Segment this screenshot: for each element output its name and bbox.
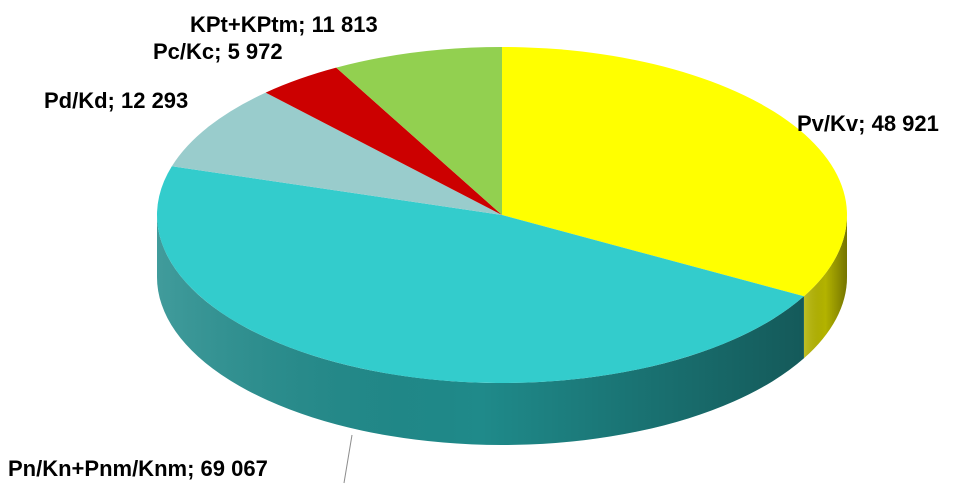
pie-slice-kpt-kptm[interactable] — [336, 47, 502, 215]
slice-label-pv-kv: Pv/Kv; 48 921 — [797, 111, 939, 136]
pie-slice-pd-kd[interactable] — [171, 92, 503, 215]
slice-labels: Pv/Kv; 48 921 Pn/Kn+Pnm/Knm; 69 067 Pd/Kd;… — [8, 12, 939, 481]
pie-side-shade-pn-kn-pnm-knm — [157, 215, 804, 445]
pie-slice-pv-kv[interactable] — [502, 47, 847, 297]
slice-label-pc-kc: Pc/Kc; 5 972 — [153, 39, 283, 64]
slice-label-pd-kd: Pd/Kd; 12 293 — [44, 88, 188, 113]
slice-label-kpt-kptm: KPt+KPtm; 11 813 — [190, 12, 378, 37]
leader-lines — [343, 434, 353, 484]
pie-slice-pc-kc[interactable] — [265, 67, 502, 215]
slice-label-pn-kn-pnm-knm: Pn/Kn+Pnm/Knm; 69 067 — [8, 456, 268, 481]
leader-line-pn-kn-pnm-knm — [343, 434, 353, 484]
pie-sides — [157, 215, 847, 445]
pie-slice-pn-kn-pnm-knm[interactable] — [156, 166, 804, 384]
pie-tops — [156, 47, 847, 384]
pie-side-shade-pv-kv — [803, 215, 847, 359]
